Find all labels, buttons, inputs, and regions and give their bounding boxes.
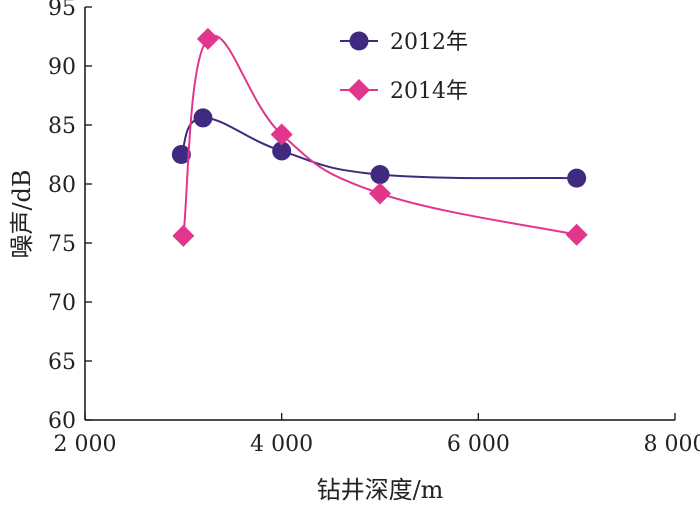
x-tick-label: 2 000 bbox=[54, 432, 117, 457]
legend-label: 2012年 bbox=[390, 30, 468, 55]
y-tick-label: 90 bbox=[48, 55, 76, 80]
data-point bbox=[369, 182, 391, 205]
x-tick-label: 8 000 bbox=[644, 432, 700, 457]
y-axis-title: 噪声/dB bbox=[8, 169, 36, 258]
data-point bbox=[272, 141, 292, 161]
y-tick-label: 65 bbox=[48, 350, 76, 375]
y-ticks: 60 65 70 75 80 85 90 95 bbox=[48, 0, 92, 434]
y-tick-label: 80 bbox=[48, 173, 76, 198]
y-tick-label: 60 bbox=[48, 409, 76, 434]
y-tick-label: 70 bbox=[48, 291, 76, 316]
y-tick-label: 95 bbox=[48, 0, 76, 21]
x-tick-label: 4 000 bbox=[250, 432, 313, 457]
data-point bbox=[196, 27, 219, 50]
series-line bbox=[182, 34, 577, 237]
legend-item: 2014年 bbox=[340, 79, 468, 104]
legend-label: 2014年 bbox=[390, 79, 468, 104]
legend-item: 2012年 bbox=[340, 30, 468, 55]
series-1 bbox=[171, 108, 587, 188]
x-axis-title: 钻井深度/m bbox=[317, 476, 444, 504]
y-tick-label: 75 bbox=[48, 232, 76, 257]
legend-marker bbox=[349, 31, 369, 51]
x-ticks: 2 000 4 000 6 000 8 000 bbox=[54, 413, 700, 457]
data-point bbox=[172, 224, 195, 247]
data-point bbox=[565, 223, 588, 246]
data-point bbox=[567, 168, 587, 188]
x-tick-label: 6 000 bbox=[447, 432, 510, 457]
series-2 bbox=[172, 27, 588, 247]
data-point bbox=[370, 165, 390, 185]
data-point bbox=[171, 145, 191, 164]
data-point bbox=[270, 123, 293, 146]
axes bbox=[84, 7, 675, 421]
data-point bbox=[193, 108, 213, 128]
legend-marker bbox=[348, 79, 370, 101]
y-tick-label: 85 bbox=[48, 114, 76, 139]
legend: 2012年 2014年 bbox=[340, 30, 468, 104]
series-layer bbox=[171, 27, 588, 247]
